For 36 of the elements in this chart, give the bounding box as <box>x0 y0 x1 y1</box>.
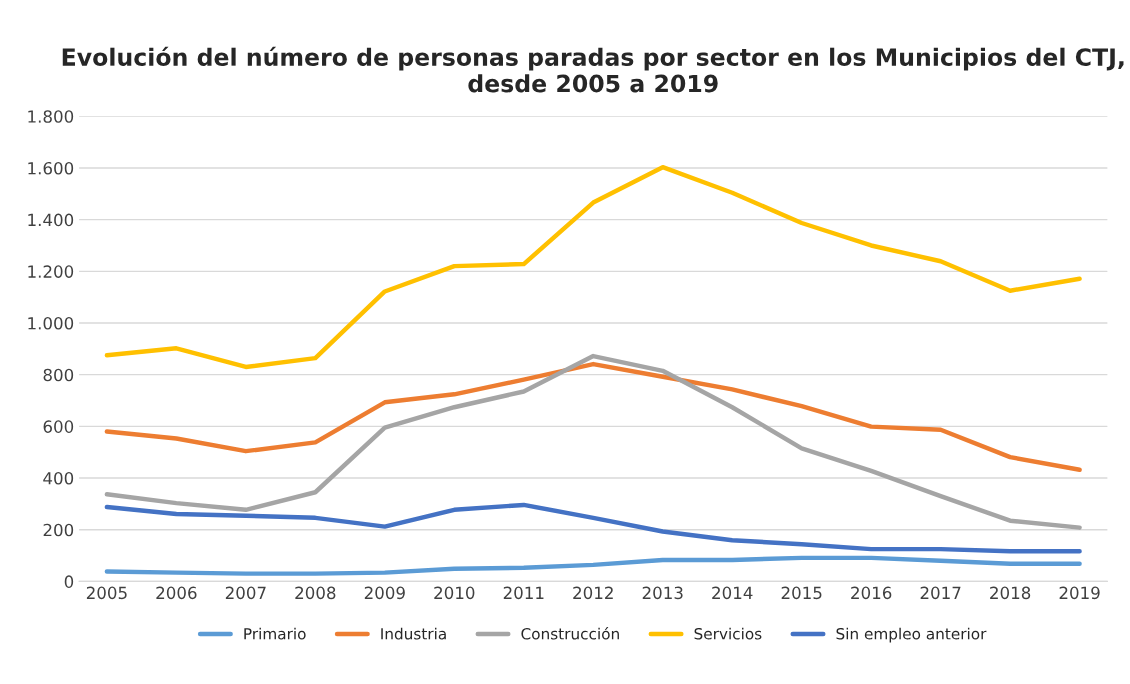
x-tick-label: 2015 <box>781 586 822 600</box>
x-tick-label: 2009 <box>364 586 405 600</box>
y-tick-label: 1.800 <box>28 110 74 123</box>
x-tick-label: 2016 <box>851 586 892 600</box>
x-tick-label: 2018 <box>990 586 1031 600</box>
legend-label: Sin empleo anterior <box>836 627 987 643</box>
line-series <box>104 502 1082 554</box>
line-series <box>104 555 1082 576</box>
x-tick-label: 2006 <box>156 586 197 600</box>
y-tick-label: 800 <box>43 368 74 382</box>
x-tick-label: 2008 <box>295 586 336 600</box>
y-tick-label: 200 <box>43 523 74 537</box>
line-series <box>104 361 1082 472</box>
x-tick-label: 2017 <box>920 586 961 600</box>
y-tick-label: 1.400 <box>28 213 74 227</box>
y-tick-label: 400 <box>43 472 74 485</box>
legend-label: Construcción <box>521 627 619 640</box>
x-tick-label: 2007 <box>225 586 266 600</box>
x-tick-label: 2012 <box>573 586 613 600</box>
legend-label: Industria <box>381 627 446 640</box>
legend-label: Servicios <box>694 627 762 640</box>
y-tick-label: 1.200 <box>28 265 74 278</box>
x-tick-label: 2005 <box>86 586 127 600</box>
chart-title: Evolución del número de personas paradas por sector en los Municipios del CTJ, desde 2005 a 2019 <box>62 46 1124 93</box>
y-tick-label: 0 <box>64 575 74 588</box>
x-tick-label: 2013 <box>642 586 683 600</box>
legend-label: Primario <box>244 627 306 640</box>
y-tick-label: 1.000 <box>28 316 74 330</box>
line-series <box>104 353 1082 530</box>
x-tick-label: 2011 <box>503 586 544 600</box>
x-tick-label: 2014 <box>712 586 753 600</box>
y-tick-label: 1.600 <box>28 161 74 175</box>
x-tick-label: 2010 <box>434 586 475 600</box>
line-series <box>104 164 1082 370</box>
x-tick-label: 2019 <box>1059 586 1100 600</box>
y-tick-label: 600 <box>43 420 74 433</box>
